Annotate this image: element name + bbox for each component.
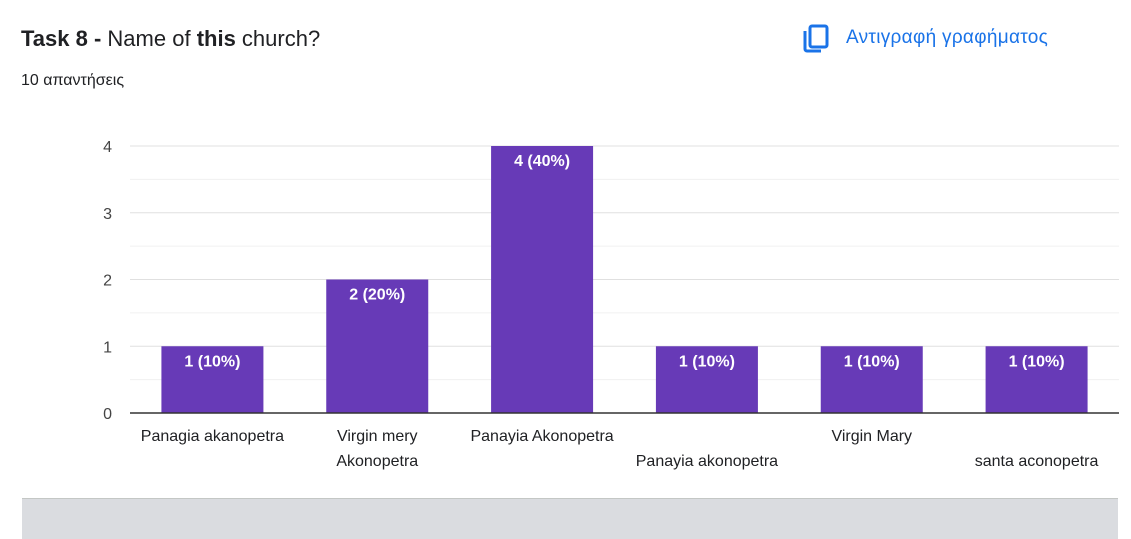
bar-chart: 0 1 2 3 4 1 (10%) Panagia akanopetra 2 (20%) Vir… xyxy=(103,139,1119,470)
question-part1: Name of xyxy=(107,26,197,51)
bar-data-label: 1 (10%) xyxy=(1009,353,1065,370)
question-part2: church? xyxy=(235,26,321,51)
x-tick-label: santa aconopetra xyxy=(975,453,1099,470)
y-tick-label: 1 xyxy=(103,339,112,356)
response-count: 10 απαντήσεις xyxy=(21,72,125,89)
x-tick-label: Panayia Akonopetra xyxy=(470,428,613,445)
bar xyxy=(326,279,429,413)
chart-title: Task 8 - Name of this church? xyxy=(21,26,320,52)
x-tick-label: Virgin mery xyxy=(337,428,418,445)
question-bold: this xyxy=(196,26,236,51)
y-tick-label: 3 xyxy=(103,206,112,223)
copy-chart-button[interactable]: Αντιγραφή γραφήματος xyxy=(800,18,1048,58)
x-tick-label: Virgin Mary xyxy=(831,428,912,445)
y-tick-label: 0 xyxy=(103,406,112,423)
bar-data-label: 1 (10%) xyxy=(184,353,240,370)
copy-icon xyxy=(803,24,829,53)
bar xyxy=(161,346,264,413)
next-section-bar xyxy=(22,498,1118,539)
copy-chart-label: Αντιγραφή γραφήματος xyxy=(846,27,1049,48)
y-tick-label: 2 xyxy=(103,273,112,290)
bar-data-label: 2 (20%) xyxy=(349,287,405,304)
bar xyxy=(985,346,1088,413)
x-tick-label: Akonopetra xyxy=(336,453,418,470)
y-tick-label: 4 xyxy=(103,139,112,156)
bar xyxy=(491,146,594,413)
bar-data-label: 1 (10%) xyxy=(679,353,735,370)
bar-data-label: 4 (40%) xyxy=(514,153,570,170)
bar-data-label: 1 (10%) xyxy=(844,353,900,370)
x-tick-label: Panayia akonopetra xyxy=(636,453,778,470)
task-prefix: Task 8 - xyxy=(21,26,108,51)
x-tick-label: Panagia akanopetra xyxy=(141,428,284,445)
bar xyxy=(820,346,923,413)
bar xyxy=(655,346,758,413)
